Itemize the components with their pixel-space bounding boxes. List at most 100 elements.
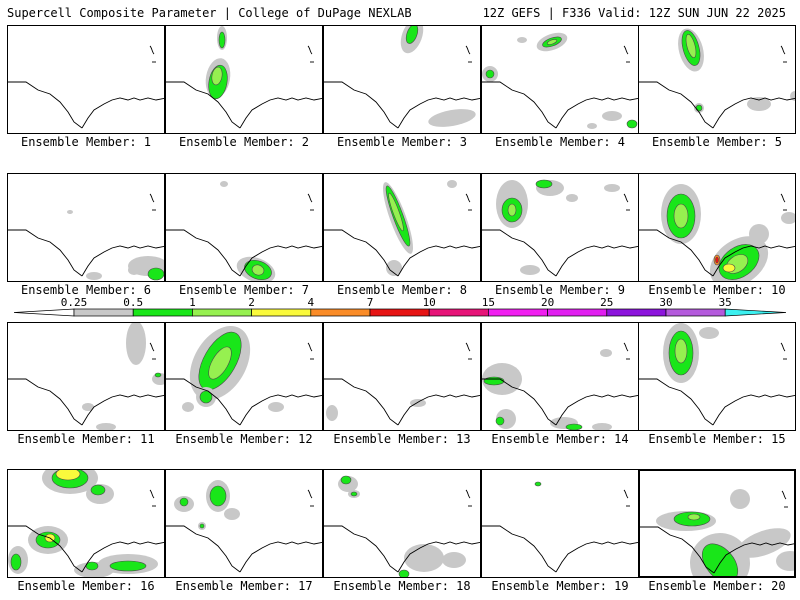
map-canvas <box>324 475 480 577</box>
ensemble-member-map-13[interactable] <box>323 322 481 431</box>
lake-outline <box>307 193 313 203</box>
scp-contour <box>566 194 578 202</box>
scp-contour <box>199 523 205 529</box>
ensemble-member-map-16[interactable] <box>7 469 165 578</box>
ensemble-member-label: Ensemble Member: 8 <box>336 283 468 297</box>
scp-contour <box>179 497 189 507</box>
coastline <box>639 229 795 277</box>
lake-outline <box>465 193 471 203</box>
coastline <box>482 378 638 426</box>
ensemble-member-label: Ensemble Member: 1 <box>20 135 152 149</box>
scp-contour <box>55 470 81 481</box>
ensemble-member-map-9[interactable] <box>481 173 639 282</box>
colorbar-tick-label: 35 <box>718 296 732 309</box>
coastline <box>639 378 795 426</box>
scp-contour <box>154 372 162 378</box>
scp-contour <box>565 423 583 430</box>
ensemble-member-label: Ensemble Member: 19 <box>491 579 629 593</box>
coastline <box>8 81 164 129</box>
valid-time: 12Z GEFS | F336 Valid: 12Z SUN JUN 22 20… <box>482 6 786 20</box>
lake-outline <box>780 342 786 352</box>
ensemble-member-map-19[interactable] <box>481 469 639 578</box>
ensemble-member-label: Ensemble Member: 7 <box>178 283 310 297</box>
scp-contour <box>218 31 226 49</box>
colorbar-bin <box>73 308 134 317</box>
ensemble-member-label: Ensemble Member: 10 <box>648 283 786 297</box>
colorbar-bin <box>488 308 548 317</box>
coastline <box>166 81 322 129</box>
lake-outline <box>307 489 313 499</box>
scp-contour <box>208 346 232 380</box>
scp-contour <box>535 179 553 189</box>
lake-outline <box>465 45 471 55</box>
ensemble-member-map-10[interactable] <box>638 173 796 282</box>
coastline <box>324 229 480 277</box>
ensemble-member-label: Ensemble Member: 20 <box>648 579 786 593</box>
ensemble-member-map-17[interactable] <box>165 469 323 578</box>
ensemble-member-map-3[interactable] <box>323 25 481 134</box>
chart-title: Supercell Composite Parameter | College … <box>7 6 412 20</box>
coastline <box>8 229 164 277</box>
colorbar-tick-label: 15 <box>481 296 496 309</box>
ensemble-member-label: Ensemble Member: 11 <box>17 432 155 446</box>
colorbar-bin <box>132 308 193 317</box>
scp-contour <box>442 552 466 568</box>
ensemble-member-label: Ensemble Member: 4 <box>494 135 626 149</box>
ensemble-member-map-18[interactable] <box>323 469 481 578</box>
ensemble-member-label: Ensemble Member: 17 <box>175 579 313 593</box>
scp-contour <box>685 34 697 58</box>
coastline <box>324 81 480 129</box>
map-canvas <box>8 323 164 430</box>
ensemble-member-map-8[interactable] <box>323 173 481 282</box>
map-canvas <box>482 342 638 430</box>
ensemble-member-map-15[interactable] <box>638 322 796 431</box>
coastline <box>482 229 638 277</box>
lake-outline <box>149 489 155 499</box>
lake-outline <box>465 342 471 352</box>
ensemble-member-map-5[interactable] <box>638 25 796 134</box>
ensemble-member-label: Ensemble Member: 13 <box>333 432 471 446</box>
scp-contour <box>674 338 688 364</box>
scp-contour <box>722 263 736 273</box>
scp-contour <box>199 390 213 404</box>
ensemble-member-map-6[interactable] <box>7 173 165 282</box>
colorbar-tick-label: 0.5 <box>123 296 144 309</box>
colorbar-bin <box>665 308 726 317</box>
ensemble-member-label: Ensemble Member: 15 <box>648 432 786 446</box>
scp-contour <box>428 109 476 127</box>
lake-outline <box>149 45 155 55</box>
ensemble-member-map-2[interactable] <box>165 25 323 134</box>
map-canvas <box>324 180 480 277</box>
scp-contour <box>432 118 444 126</box>
ensemble-member-map-4[interactable] <box>481 25 639 134</box>
scp-contour <box>10 553 22 571</box>
lake-outline <box>780 193 786 203</box>
ensemble-member-label: Ensemble Member: 9 <box>494 283 626 297</box>
scp-contour <box>715 256 719 264</box>
map-canvas <box>166 480 322 573</box>
ensemble-member-label: Ensemble Member: 12 <box>175 432 313 446</box>
coastline <box>8 525 164 573</box>
ensemble-member-map-11[interactable] <box>7 322 165 431</box>
colorbar-over-arrow <box>724 308 787 317</box>
ensemble-member-map-12[interactable] <box>165 322 323 431</box>
map-canvas <box>166 26 322 129</box>
colorbar-bin <box>369 308 430 317</box>
scp-contour <box>220 181 228 187</box>
ensemble-member-map-1[interactable] <box>7 25 165 134</box>
scp-contour <box>602 111 622 121</box>
scp-contour <box>224 508 240 520</box>
map-canvas <box>324 26 480 129</box>
colorbar-bin <box>428 308 489 317</box>
colorbar-under-arrow <box>13 308 75 317</box>
ensemble-member-map-7[interactable] <box>165 173 323 282</box>
colorbar-tick-label: 20 <box>540 296 555 309</box>
lake-outline <box>780 45 786 55</box>
ensemble-member-map-20[interactable] <box>638 469 796 578</box>
scp-contour <box>737 528 791 558</box>
map-canvas <box>166 181 322 281</box>
scp-contour <box>776 551 794 571</box>
ensemble-member-map-14[interactable] <box>481 322 639 431</box>
scp-contour <box>447 180 457 188</box>
coastline <box>166 229 322 277</box>
